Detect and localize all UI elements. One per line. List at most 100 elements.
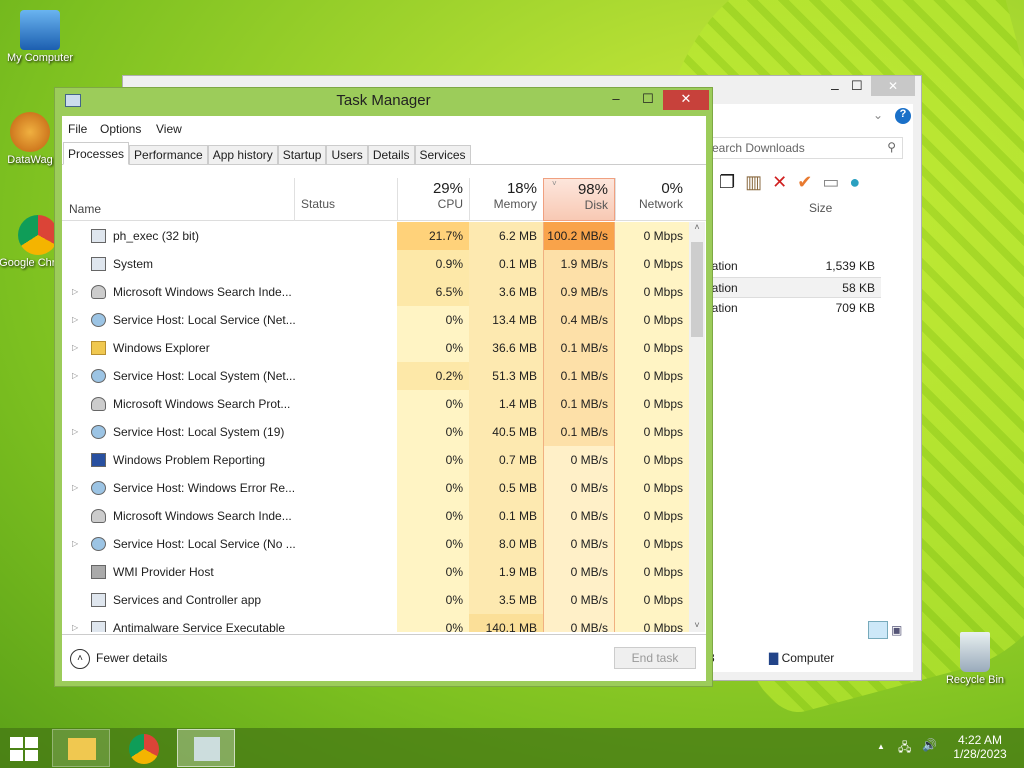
tab-services[interactable]: Services	[414, 145, 471, 165]
disk-value: 0 MB/s	[543, 446, 615, 474]
expand-arrow-icon[interactable]: ▷	[72, 287, 79, 296]
network-value: 0 Mbps	[615, 558, 689, 586]
process-row[interactable]: ▷ Antimalware Service Executable 0% 140.1 M…	[62, 614, 689, 632]
minimize-button[interactable]: –	[831, 80, 839, 96]
process-row[interactable]: Microsoft Windows Search Inde... 0% 0.1 MB…	[62, 502, 689, 530]
file-row[interactable]: ication 58 KB	[703, 277, 881, 298]
taskbar-explorer[interactable]	[52, 729, 110, 767]
close-button[interactable]: ✕	[663, 90, 709, 110]
desktop-icon-my-computer[interactable]: My Computer	[0, 10, 80, 64]
disk-value: 0.1 MB/s	[543, 390, 615, 418]
process-row[interactable]: ▷ Service Host: Local System (Net... 0.2% 5…	[62, 362, 689, 390]
minimize-button[interactable]: –	[612, 91, 620, 106]
process-row[interactable]: ▷ Service Host: Local Service (Net... 0% 13…	[62, 306, 689, 334]
process-row[interactable]: ▷ Microsoft Windows Search Inde... 6.5% 3.6…	[62, 278, 689, 306]
menu-file[interactable]: File	[68, 122, 88, 136]
expand-arrow-icon[interactable]: ▷	[72, 315, 79, 324]
process-name: Windows Explorer	[113, 341, 210, 355]
disk-value: 0 MB/s	[543, 474, 615, 502]
tab-users[interactable]: Users	[326, 145, 368, 165]
file-row[interactable]: ication 1,539 KB	[703, 256, 881, 277]
paste-icon[interactable]: ▥	[745, 172, 773, 192]
search-input[interactable]: Search Downloads ⚲	[703, 137, 903, 159]
network-value: 0 Mbps	[615, 362, 689, 390]
shell-icon[interactable]: ●	[849, 172, 871, 192]
expand-arrow-icon[interactable]: ▷	[72, 371, 79, 380]
chrome-icon	[129, 734, 159, 764]
close-button[interactable]: ✕	[871, 76, 915, 96]
details-view-button[interactable]	[868, 621, 888, 639]
menu-view[interactable]: View	[156, 122, 182, 136]
delete-icon[interactable]: ✕	[772, 172, 798, 192]
tab-details[interactable]: Details	[367, 145, 415, 165]
process-row[interactable]: ▷ Service Host: Windows Error Re... 0% 0.5 …	[62, 474, 689, 502]
disk-value: 0 MB/s	[543, 558, 615, 586]
gear-icon	[91, 369, 106, 383]
desktop-icon-datawag[interactable]: DataWag	[0, 112, 70, 166]
column-memory[interactable]: 18% Memory	[469, 178, 543, 221]
process-name: Service Host: Local Service (Net...	[113, 313, 296, 327]
process-row[interactable]: ▷ Service Host: Local System (19) 0% 40.5 M…	[62, 418, 689, 446]
cpu-value: 0%	[397, 474, 469, 502]
tab-app-history[interactable]: App history	[207, 145, 278, 165]
process-row[interactable]: ▷ Service Host: Local Service (No ... 0% 8.…	[62, 530, 689, 558]
menu-options[interactable]: Options	[100, 122, 142, 136]
toolbar-icons[interactable]: ❐▥✕✔▭●	[719, 172, 870, 193]
maximize-button[interactable]: ☐	[851, 78, 863, 93]
disk-value: 0.4 MB/s	[543, 306, 615, 334]
scrollbar[interactable]: ˄ ˅	[689, 222, 705, 632]
memory-value: 3.5 MB	[469, 586, 543, 614]
network-value: 0 Mbps	[615, 446, 689, 474]
expand-arrow-icon[interactable]: ▷	[72, 623, 79, 632]
disk-value: 0 MB/s	[543, 586, 615, 614]
file-row[interactable]: ication 709 KB	[703, 298, 881, 319]
tab-startup[interactable]: Startup	[277, 145, 327, 165]
check-icon[interactable]: ✔	[797, 172, 823, 192]
copy-icon[interactable]: ❐	[719, 172, 746, 192]
process-row[interactable]: System 0.9% 0.1 MB 1.9 MB/s 0 Mbps	[62, 250, 689, 278]
column-network[interactable]: 0% Network	[615, 178, 689, 221]
process-row[interactable]: Services and Controller app 0% 3.5 MB 0 MB/…	[62, 586, 689, 614]
process-row[interactable]: Windows Problem Reporting 0% 0.7 MB 0 MB/s 0…	[62, 446, 689, 474]
tab-performance[interactable]: Performance	[129, 145, 208, 165]
network-icon[interactable]: 🖧	[898, 740, 912, 754]
chrome-icon	[18, 215, 58, 255]
ribbon-expand-icon[interactable]: ⌄	[873, 108, 884, 122]
process-name: Microsoft Windows Search Prot...	[113, 397, 291, 411]
maximize-button[interactable]: ☐	[642, 91, 654, 106]
desktop-icon-recycle-bin[interactable]: Recycle Bin	[935, 632, 1015, 686]
cpu-value: 0.9%	[397, 250, 469, 278]
size-column-header[interactable]: Size	[809, 201, 833, 215]
column-disk[interactable]: ˅ 98% Disk	[543, 178, 615, 221]
large-icons-view-button[interactable]: ▣	[891, 623, 903, 637]
process-row[interactable]: ph_exec (32 bit) 21.7% 6.2 MB 100.2 MB/s 0 M…	[62, 222, 689, 250]
expand-arrow-icon[interactable]: ▷	[72, 483, 79, 492]
start-button[interactable]	[10, 737, 38, 761]
expand-arrow-icon[interactable]: ▷	[72, 427, 79, 436]
end-task-button[interactable]: End task	[614, 647, 696, 669]
help-icon[interactable]: ?	[895, 108, 911, 124]
expand-arrow-icon[interactable]: ▷	[72, 343, 79, 352]
column-cpu[interactable]: 29% CPU	[397, 178, 469, 221]
show-hidden-icons[interactable]: ▲	[877, 742, 885, 751]
column-status[interactable]: Status	[294, 178, 397, 221]
column-name[interactable]: Name	[69, 202, 102, 216]
volume-icon[interactable]: 🔊	[922, 738, 937, 752]
process-row[interactable]: Microsoft Windows Search Prot... 0% 1.4 MB…	[62, 390, 689, 418]
fewer-details-link[interactable]: Fewer details	[96, 651, 168, 665]
process-name: Microsoft Windows Search Inde...	[113, 285, 292, 299]
disk-value: 0 MB/s	[543, 530, 615, 558]
expand-arrow-icon[interactable]: ▷	[72, 539, 79, 548]
chevron-up-icon[interactable]: ˄	[70, 649, 90, 669]
taskbar-chrome[interactable]	[115, 729, 173, 767]
cpu-value: 0%	[397, 306, 469, 334]
network-value: 0 Mbps	[615, 614, 689, 632]
process-row[interactable]: ▷ Windows Explorer 0% 36.6 MB 0.1 MB/s 0 Mbps	[62, 334, 689, 362]
taskbar-task-manager[interactable]	[177, 729, 235, 767]
clock[interactable]: 4:22 AM 1/28/2023	[953, 733, 1007, 761]
properties-icon[interactable]: ▭	[822, 172, 850, 192]
process-row[interactable]: WMI Provider Host 0% 1.9 MB 0 MB/s 0 Mbps	[62, 558, 689, 586]
tab-processes[interactable]: Processes	[63, 142, 130, 165]
scrollbar-thumb[interactable]	[691, 242, 703, 337]
cpu-value: 0%	[397, 586, 469, 614]
